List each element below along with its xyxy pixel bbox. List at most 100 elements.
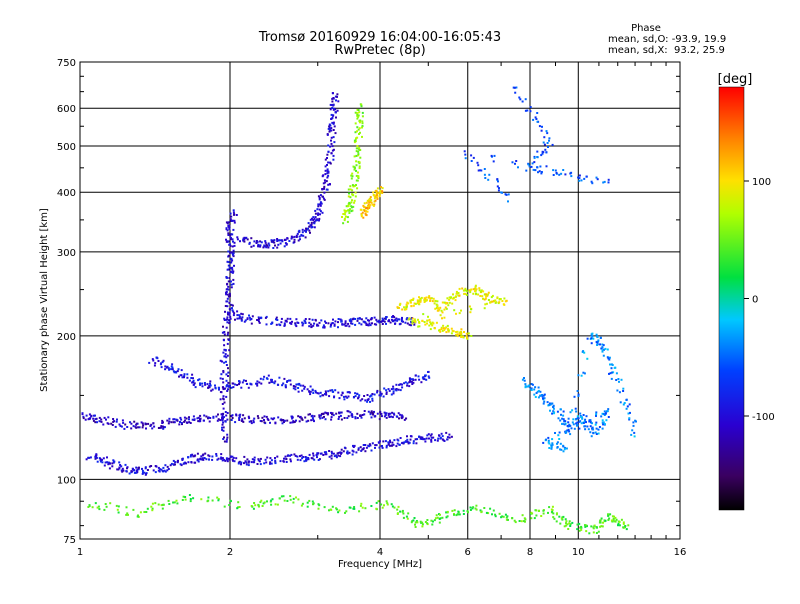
data-point xyxy=(321,195,324,198)
data-point xyxy=(399,383,402,386)
data-point xyxy=(411,520,414,523)
data-point xyxy=(226,229,229,232)
data-point xyxy=(373,393,376,396)
data-point xyxy=(421,523,424,526)
data-point xyxy=(359,504,362,507)
data-point xyxy=(282,495,285,498)
data-point xyxy=(376,389,379,392)
data-point xyxy=(172,418,175,421)
data-point xyxy=(167,422,170,425)
data-point xyxy=(221,426,223,429)
data-point xyxy=(428,437,430,440)
data-point xyxy=(421,319,424,322)
data-point xyxy=(276,246,279,249)
data-point xyxy=(314,389,317,392)
data-point xyxy=(493,154,496,157)
data-point xyxy=(428,295,431,298)
data-point xyxy=(162,359,165,362)
data-point xyxy=(524,98,527,101)
data-point xyxy=(568,522,571,525)
data-point xyxy=(357,447,360,450)
data-point xyxy=(472,156,475,159)
data-point xyxy=(355,160,358,163)
data-point xyxy=(558,438,561,440)
data-point xyxy=(514,521,517,524)
data-point xyxy=(548,442,551,445)
data-point xyxy=(327,174,330,177)
data-point xyxy=(427,375,430,378)
data-point xyxy=(455,333,457,336)
data-point xyxy=(328,395,331,398)
data-point xyxy=(566,523,569,526)
data-point xyxy=(399,413,402,416)
data-point xyxy=(374,446,376,449)
data-point xyxy=(430,433,433,436)
data-point xyxy=(388,389,391,392)
data-point xyxy=(278,497,281,500)
data-point xyxy=(331,106,334,109)
data-point xyxy=(372,204,375,207)
data-point xyxy=(406,438,409,441)
data-point xyxy=(125,506,128,509)
data-point xyxy=(111,462,114,465)
data-point xyxy=(251,315,254,318)
data-point xyxy=(360,323,363,326)
data-point xyxy=(160,366,163,369)
data-point xyxy=(122,469,125,472)
data-point xyxy=(604,412,607,415)
data-point xyxy=(289,383,292,386)
data-point xyxy=(297,387,300,389)
data-point xyxy=(332,154,335,157)
data-point xyxy=(316,453,319,456)
data-point xyxy=(534,386,537,389)
data-point xyxy=(301,228,304,231)
data-point xyxy=(230,283,233,286)
data-point xyxy=(112,459,115,462)
data-point xyxy=(424,297,427,300)
data-point xyxy=(261,416,264,419)
data-point xyxy=(233,241,236,244)
data-point xyxy=(184,419,186,422)
data-point xyxy=(337,318,340,320)
data-point xyxy=(343,209,346,212)
data-point xyxy=(451,509,454,512)
data-point xyxy=(354,195,357,198)
data-point xyxy=(308,499,311,502)
data-point xyxy=(229,244,232,247)
data-point xyxy=(260,420,263,423)
data-points-layer xyxy=(81,86,637,535)
data-point xyxy=(414,302,417,305)
data-point xyxy=(336,452,339,455)
data-point xyxy=(589,425,592,428)
data-point xyxy=(105,505,108,508)
data-point xyxy=(578,522,581,525)
data-point xyxy=(160,504,163,507)
data-point xyxy=(339,455,342,458)
data-point xyxy=(573,427,576,430)
data-point xyxy=(477,293,480,296)
data-point xyxy=(613,515,615,518)
data-point xyxy=(556,441,559,444)
data-point xyxy=(453,309,456,312)
data-point xyxy=(530,517,533,520)
data-point xyxy=(279,242,282,245)
data-point xyxy=(327,150,330,153)
data-point xyxy=(391,441,394,444)
data-point xyxy=(502,515,505,518)
data-point xyxy=(357,128,360,131)
data-point xyxy=(390,444,393,447)
phase-stat-x: mean, sd,X: 93.2, 25.9 xyxy=(608,45,725,56)
data-point xyxy=(418,325,421,328)
data-point xyxy=(292,387,295,390)
data-point xyxy=(141,472,144,475)
data-point xyxy=(224,310,226,313)
data-point xyxy=(181,376,184,379)
data-point xyxy=(606,410,609,413)
data-point xyxy=(470,154,473,157)
data-point xyxy=(153,425,156,428)
data-point xyxy=(597,530,600,533)
data-point xyxy=(233,264,235,267)
data-point xyxy=(353,139,356,142)
data-point xyxy=(389,321,392,324)
data-point xyxy=(373,410,375,413)
